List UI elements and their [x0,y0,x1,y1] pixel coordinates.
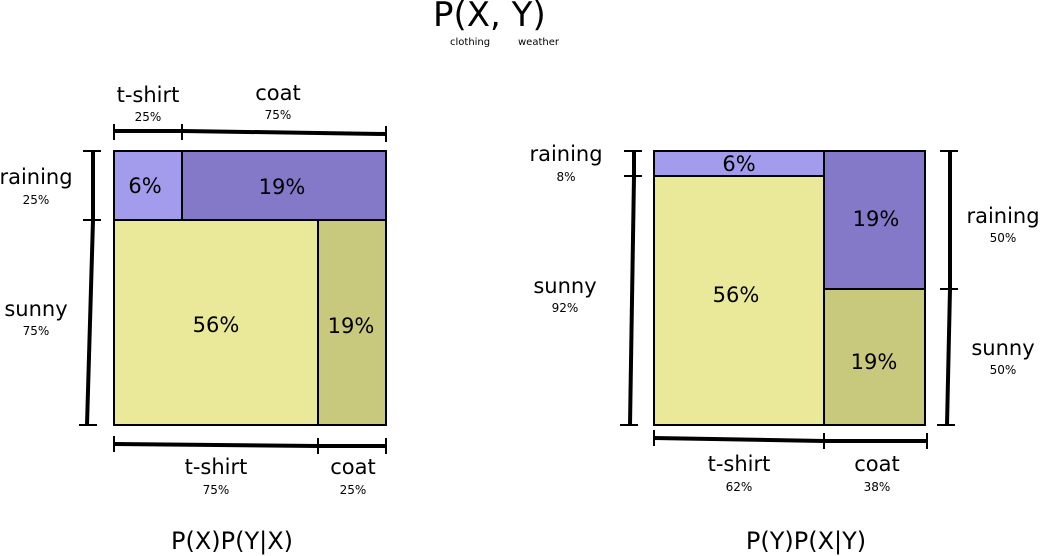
left-top-coat-label: coat [255,81,301,105]
left-cell-tshirt-sunny: 56% [193,313,240,337]
left-cell-coat-sunny: 19% [328,314,375,338]
left-bottom-coat-pct: 25% [340,483,367,497]
left-caption: P(X)P(Y|X) [171,527,293,555]
left-diagram: 6% 19% 56% 19% t-shirt 25% coat 75% rain… [0,81,387,555]
right-left-sunny-pct: 92% [552,301,579,315]
left-cell-tshirt-sunny-rect [113,219,319,426]
right-left-sunny-label: sunny [533,274,596,298]
left-side-sunny-label: sunny [4,297,67,321]
title-y-subscript: weather [518,37,560,48]
right-right-raining-pct: 50% [990,231,1017,245]
right-right-raining-label: raining [966,204,1039,228]
right-cell-sunny-tshirt: 56% [713,283,760,307]
left-cell-coat-raining: 19% [259,175,306,199]
left-cell-tshirt-raining-rect [113,150,183,221]
right-bottom-tshirt-pct: 62% [726,480,753,494]
left-bottom-bracket [113,436,387,454]
left-cell-coat-sunny-rect [317,219,387,426]
left-cell-coat-raining-rect [181,150,387,221]
right-left-raining-pct: 8% [556,170,575,184]
right-bottom-coat-pct: 38% [864,480,891,494]
left-side-bracket [79,150,101,426]
right-left-bracket [620,150,642,426]
left-top-bracket [113,124,387,142]
left-bottom-tshirt-label: t-shirt [185,455,248,479]
left-top-tshirt-label: t-shirt [117,83,180,107]
right-right-sunny-label: sunny [971,336,1034,360]
right-cell-raining-coat-rect [823,150,926,290]
left-top-coat-pct: 75% [265,108,292,122]
right-right-sunny-pct: 50% [990,363,1017,377]
left-top-tshirt-pct: 25% [135,110,162,124]
right-cell-raining-tshirt: 6% [722,152,755,176]
right-cell-sunny-coat-rect [823,288,926,426]
left-cell-tshirt-raining: 6% [128,174,161,198]
title-x-subscript: clothing [450,37,490,48]
right-caption: P(Y)P(X|Y) [746,527,866,555]
left-bottom-coat-label: coat [330,455,376,479]
title: P(X, Y) [433,0,546,35]
right-diagram: 6% 56% 19% 19% raining 8% sunny 92% rain… [529,142,1039,555]
right-right-bracket [937,150,958,426]
left-side-raining-label: raining [0,165,73,189]
left-side-sunny-pct: 75% [23,324,50,338]
right-bottom-bracket [653,430,928,449]
right-cell-sunny-tshirt-rect [653,175,825,426]
right-bottom-tshirt-label: t-shirt [708,452,771,476]
left-side-raining-pct: 25% [23,193,50,207]
right-bottom-coat-label: coat [854,452,900,476]
right-cell-sunny-coat: 19% [851,350,898,374]
left-bottom-tshirt-pct: 75% [203,483,230,497]
right-cell-raining-coat: 19% [853,207,900,231]
right-left-raining-label: raining [529,142,602,166]
